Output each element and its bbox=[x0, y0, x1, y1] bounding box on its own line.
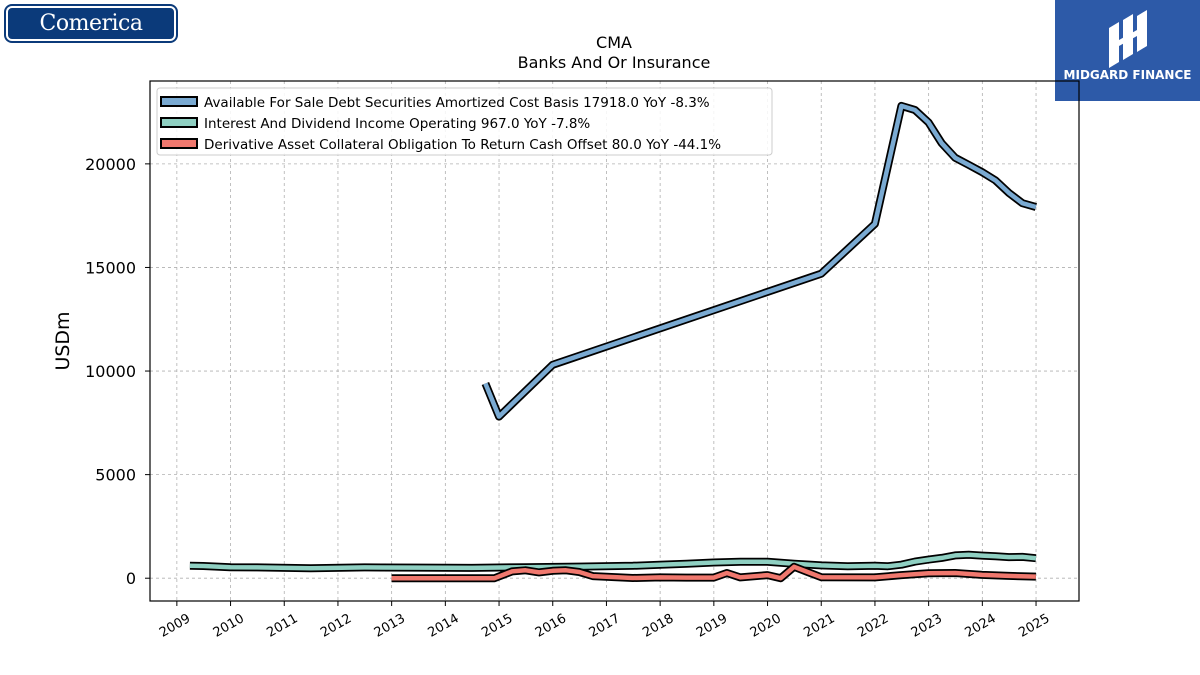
y-axis-label: USDm bbox=[52, 311, 74, 370]
x-tick-label: 2016 bbox=[533, 611, 569, 641]
x-tick-label: 2018 bbox=[640, 611, 676, 641]
legend-label: Interest And Dividend Income Operating 9… bbox=[204, 116, 590, 132]
comerica-logo: Comerica bbox=[6, 6, 176, 41]
chart-title: CMA bbox=[596, 33, 632, 52]
x-tick-label: 2021 bbox=[801, 611, 837, 641]
x-tick-label: 2022 bbox=[855, 611, 891, 641]
x-tick-label: 2015 bbox=[479, 611, 515, 641]
legend-label: Available For Sale Debt Securities Amort… bbox=[204, 95, 710, 111]
midgard-finance-logo: MIDGARD FINANCE bbox=[1055, 0, 1200, 101]
y-tick-label: 15000 bbox=[85, 258, 136, 277]
y-tick-label: 5000 bbox=[95, 466, 136, 485]
x-tick-label: 2009 bbox=[157, 611, 193, 641]
legend-swatch bbox=[160, 96, 198, 107]
comerica-logo-text: Comerica bbox=[39, 11, 143, 36]
grid bbox=[150, 81, 1079, 601]
x-tick-label: 2017 bbox=[587, 611, 623, 641]
x-tick-label: 2019 bbox=[694, 611, 730, 641]
x-tick-label: 2012 bbox=[318, 611, 354, 641]
y-tick-label: 0 bbox=[126, 569, 136, 588]
x-tick-label: 2013 bbox=[372, 611, 408, 641]
legend-swatch bbox=[160, 138, 198, 149]
midgard-logo-text: MIDGARD FINANCE bbox=[1063, 68, 1192, 82]
legend-box bbox=[156, 87, 773, 156]
x-tick-label: 2020 bbox=[748, 611, 784, 641]
x-tick-label: 2024 bbox=[963, 611, 999, 641]
series-line-1 bbox=[483, 103, 1037, 419]
x-tick-label: 2025 bbox=[1016, 611, 1052, 641]
series-line-3 bbox=[391, 564, 1036, 581]
plot-frame bbox=[149, 80, 1080, 602]
y-tick-label: 20000 bbox=[85, 155, 136, 174]
legend: Available For Sale Debt Securities Amort… bbox=[156, 87, 773, 156]
chart-subtitle: Banks And Or Insurance bbox=[518, 53, 711, 72]
y-tick-label: 10000 bbox=[85, 362, 136, 381]
midgard-mark-icon bbox=[1109, 10, 1147, 68]
series-line-2 bbox=[189, 552, 1037, 571]
x-tick-label: 2023 bbox=[909, 611, 945, 641]
legend-label: Derivative Asset Collateral Obligation T… bbox=[204, 137, 721, 153]
x-tick-label: 2014 bbox=[426, 611, 462, 641]
series-group bbox=[189, 101, 1037, 583]
legend-swatch bbox=[160, 117, 198, 128]
x-tick-label: 2010 bbox=[211, 611, 247, 641]
x-tick-label: 2011 bbox=[264, 611, 300, 641]
